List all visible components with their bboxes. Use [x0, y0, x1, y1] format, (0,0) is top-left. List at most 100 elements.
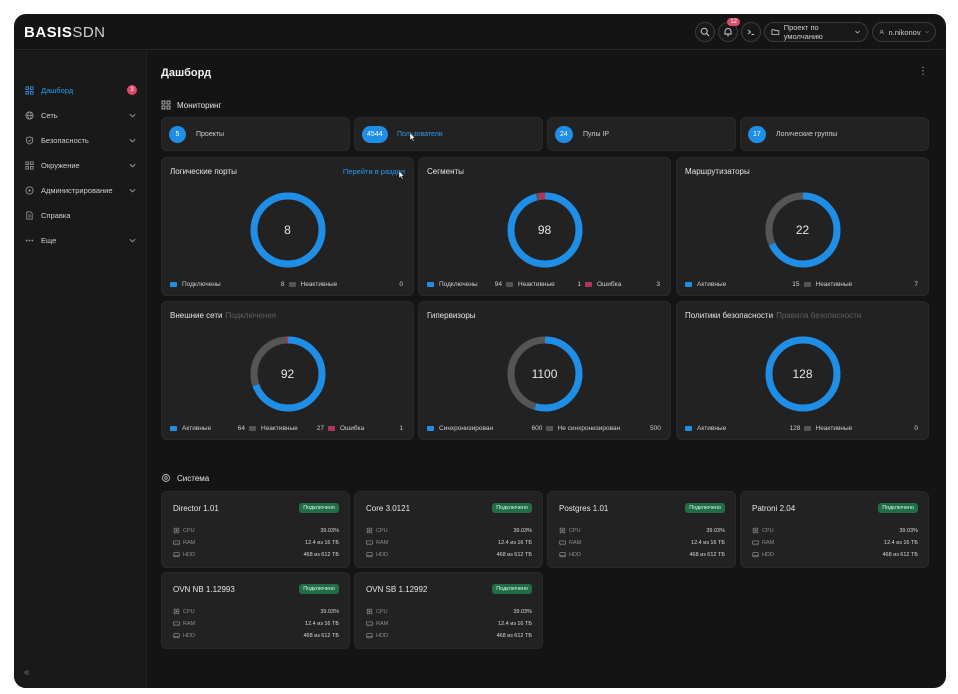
legend-swatch	[585, 282, 592, 287]
stat-label: Логические группы	[776, 131, 838, 138]
collapse-sidebar-button[interactable]: «	[24, 667, 30, 678]
kebab-menu-icon[interactable]: ⋮	[918, 66, 928, 77]
legend-item: Не синхронизирован	[545, 425, 620, 432]
sidebar-item-environment[interactable]: Окружение	[14, 155, 147, 175]
widget-title: Гипервизоры	[427, 311, 476, 320]
legend-swatch	[685, 426, 692, 431]
system-card[interactable]: OVN SB 1.12992 Подключено CPU 39.03% RAM 12.4…	[354, 572, 543, 649]
legend-label: Подключены	[182, 281, 221, 288]
legend-value: 27	[316, 425, 324, 432]
metric-row-ram: RAM 12.4 из 16 ТБ	[173, 619, 339, 628]
widget-subtitle-link[interactable]: Подключения	[225, 311, 277, 320]
widget-security-policies: Политики безопасности Правила безопасност…	[676, 301, 929, 440]
project-selector[interactable]: Проект по умолчанию	[764, 22, 868, 42]
notifications-button[interactable]: 12	[718, 18, 740, 42]
legend-swatch	[427, 426, 434, 431]
legend-swatch	[545, 426, 553, 431]
legend-item: Синхронизирован	[427, 425, 493, 432]
metric-row-ram: RAM 12.4 из 16 ТБ	[173, 538, 339, 547]
widget-title: Маршрутизаторы	[685, 167, 750, 176]
user-name: n.nikonov	[888, 27, 921, 37]
metric-value: 468 из 612 ТБ	[496, 551, 532, 558]
chevron-down-icon	[129, 188, 136, 193]
terminal-button[interactable]	[741, 22, 761, 42]
legend-swatch	[506, 282, 513, 287]
metric-value: 468 из 612 ТБ	[303, 551, 339, 558]
system-section-title: Система	[161, 473, 209, 483]
metric-value: 12.4 из 16 ТБ	[305, 620, 339, 627]
sidebar-item-help[interactable]: Справка	[14, 205, 147, 225]
go-to-section-link[interactable]: Перейти в раздел	[342, 167, 405, 176]
metric-row-cpu: CPU 39.03%	[366, 607, 532, 616]
donut-segment-1	[765, 192, 840, 268]
system-card[interactable]: Patroni 2.04 Подключено CPU 39.03% RAM 12.4 и…	[740, 491, 929, 568]
cpu-icon	[173, 608, 180, 615]
status-badge: Подключено	[299, 584, 339, 594]
metric-label: CPU	[376, 527, 388, 534]
status-badge: Подключено	[492, 503, 532, 513]
stat-label: Проекты	[196, 131, 225, 138]
sidebar-item-network[interactable]: Сеть	[14, 105, 147, 125]
legend-item: Подключены	[427, 281, 478, 288]
legend-label: Синхронизирован	[439, 425, 494, 432]
stat-card-users[interactable]: 4544 Пользователи	[354, 117, 543, 151]
hdd-icon	[366, 633, 373, 639]
metric-value: 12.4 из 16 ТБ	[691, 539, 725, 546]
stat-card-ip-pools[interactable]: 24 Пулы IP	[547, 117, 736, 151]
widget-logical-ports: Логические порты Перейти в раздел 8 Подключ…	[161, 157, 414, 296]
app-window: BASISSDN 12 Проект по умолчанию n.nikono…	[14, 14, 946, 688]
system-card[interactable]: OVN NB 1.12993 Подключено CPU 39.03% RAM 12.4…	[161, 572, 350, 649]
system-card[interactable]: Postgres 1.01 Подключено CPU 39.03% RAM 12.4 …	[547, 491, 736, 568]
legend-item: Неактивные	[288, 281, 337, 288]
metric-row-ram: RAM 12.4 из 16 ТБ	[752, 538, 918, 547]
legend-label: Активные	[697, 425, 727, 432]
system-card[interactable]: Director 1.01 Подключено CPU 39.03% RAM 12.4 …	[161, 491, 350, 568]
metric-row-ram: RAM 12.4 из 16 ТБ	[366, 538, 532, 547]
legend-value: 3	[656, 281, 660, 288]
logo[interactable]: BASISSDN	[24, 24, 106, 41]
widget-subtitle-link[interactable]: Правила безопасности	[776, 311, 862, 320]
metric-row-cpu: CPU 39.03%	[173, 607, 339, 616]
sidebar-item-more[interactable]: Еще	[14, 230, 147, 250]
hdd-icon	[366, 552, 373, 558]
user-menu[interactable]: n.nikonov	[872, 22, 936, 42]
metric-value: 39.03%	[513, 608, 532, 615]
metric-label: RAM	[762, 539, 775, 546]
metric-label: RAM	[376, 620, 389, 627]
legend-value: 1	[399, 425, 403, 432]
widget-title: Политики безопасности Правила безопасност…	[685, 311, 862, 320]
stat-card-projects[interactable]: 5 Проекты	[161, 117, 350, 151]
legend-label: Подключены	[439, 281, 478, 288]
page-title: Дашборд	[161, 67, 212, 79]
metric-value: 468 из 612 ТБ	[689, 551, 725, 558]
chevron-down-icon	[129, 138, 136, 143]
donut-total: 92	[280, 367, 295, 381]
metric-label: CPU	[183, 527, 195, 534]
metric-row-ram: RAM 12.4 из 16 ТБ	[559, 538, 725, 547]
metric-label: CPU	[762, 527, 774, 534]
metric-row-hdd: HDD 468 из 612 ТБ	[559, 550, 725, 559]
stat-value: 17	[748, 126, 766, 143]
sidebar-item-administration[interactable]: Администрирование	[14, 180, 147, 200]
widget-external-networks: Внешние сети Подключения 92 Активные 64 Неакт…	[161, 301, 414, 440]
legend-swatch	[170, 282, 177, 287]
hdd-icon	[173, 552, 180, 558]
sidebar-item-security[interactable]: Безопасность	[14, 130, 147, 150]
stat-card-logical-groups[interactable]: 17 Логические группы	[740, 117, 929, 151]
sidebar-item-dashboard[interactable]: Дашборд 3	[14, 80, 147, 100]
legend-label: Неактивные	[815, 281, 853, 288]
notifications-badge: 12	[727, 18, 740, 26]
donut-segment-2	[250, 336, 325, 412]
widget-routers: Маршрутизаторы 22 Активные 15 Неактивные 7	[676, 157, 929, 296]
widget-title: Сегменты	[427, 167, 464, 176]
sidebar-item-label: Справка	[41, 210, 71, 220]
search-icon	[700, 27, 710, 37]
monitoring-section-title: Мониторинг	[161, 100, 221, 110]
status-badge: Подключено	[299, 503, 339, 513]
donut-total: 1100	[531, 367, 558, 381]
system-card[interactable]: Core 3.0121 Подключено CPU 39.03% RAM 12.4 из…	[354, 491, 543, 568]
search-button[interactable]	[695, 22, 715, 42]
metric-label: CPU	[376, 608, 388, 615]
sidebar-item-label: Безопасность	[41, 135, 89, 145]
chevron-down-icon	[129, 113, 136, 118]
